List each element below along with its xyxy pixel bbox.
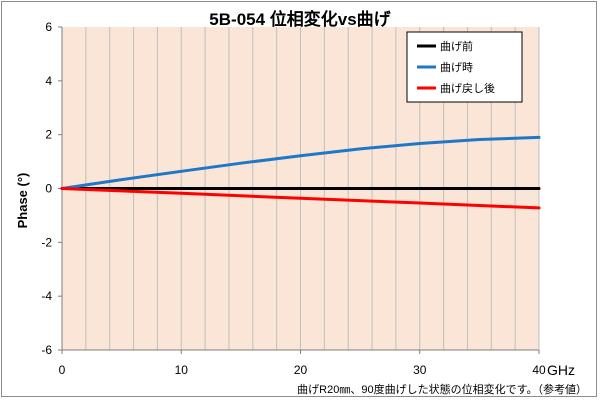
series-line [60, 135, 541, 190]
series-line [60, 187, 541, 210]
x-tick-label: 10 [175, 363, 189, 377]
x-tick-label: 0 [59, 363, 66, 377]
chart-title: 5B-054 位相変化vs曲げ [209, 9, 391, 29]
y-tick-label: 2 [45, 128, 52, 142]
y-tick-label: 0 [45, 182, 52, 196]
y-tick-label: -2 [41, 235, 52, 249]
x-tick-label: 30 [413, 363, 427, 377]
legend-label: 曲げ前 [440, 39, 473, 53]
y-tick-label: -4 [41, 289, 52, 303]
legend-label: 曲げ戻し後 [440, 81, 495, 95]
y-tick-label: 6 [45, 20, 52, 34]
legend-label: 曲げ時 [440, 61, 473, 74]
x-tick-label: 20 [294, 363, 308, 377]
y-axis-label: Phase (°) [15, 173, 30, 229]
x-axis-label: GHz [547, 362, 575, 378]
footnote: 曲げR20㎜、90度曲げした状態の位相変化です。（参考値） [297, 382, 587, 396]
y-tick-label: -6 [41, 343, 52, 357]
y-tick-label: 4 [45, 74, 52, 88]
series-lines [60, 135, 541, 210]
x-tick-label: 40 [532, 363, 546, 377]
